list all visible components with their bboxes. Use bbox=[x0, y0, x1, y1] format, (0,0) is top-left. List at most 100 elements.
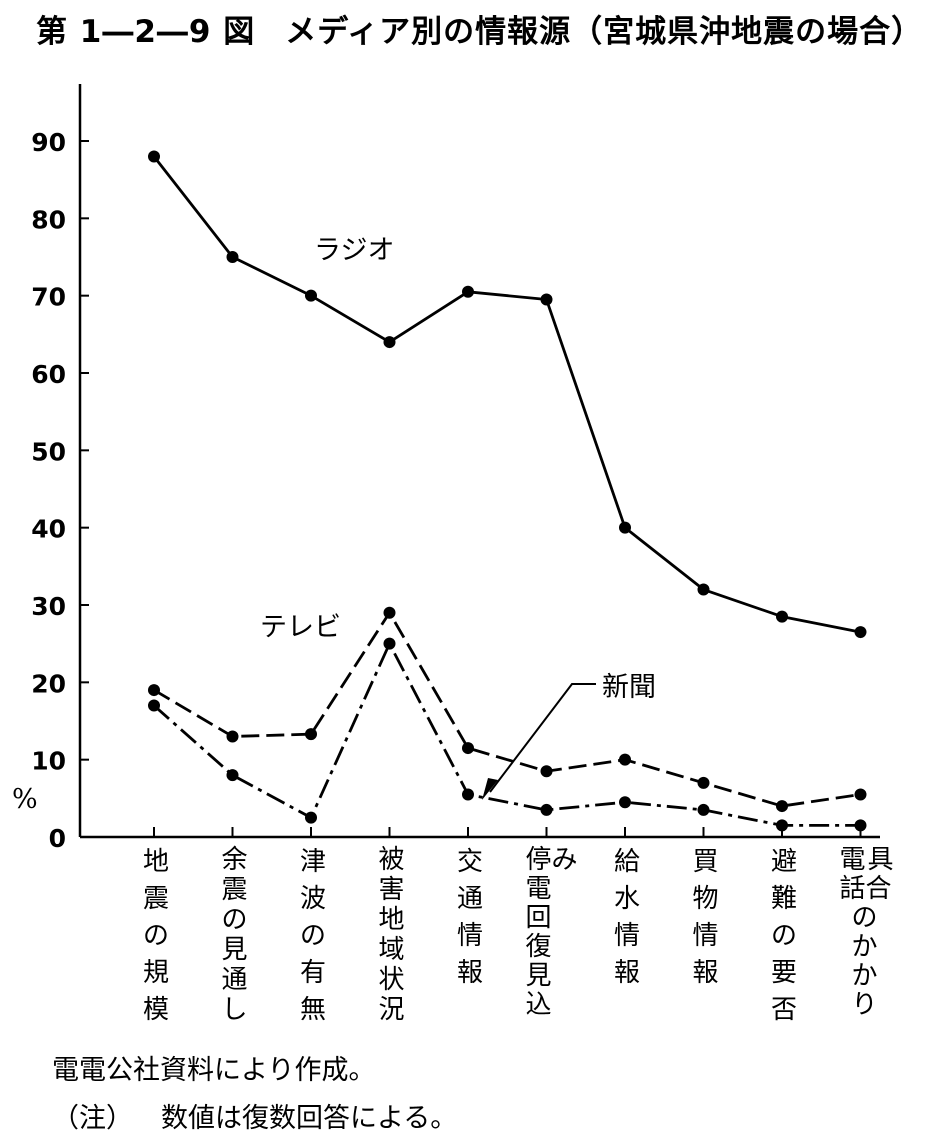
x-tick-label-char: 物 bbox=[692, 884, 718, 914]
data-point bbox=[854, 819, 867, 832]
x-tick-label-char: 電 bbox=[839, 845, 865, 875]
x-tick-label-char: 難 bbox=[771, 884, 797, 914]
x-tick-label-char: 報 bbox=[692, 958, 718, 988]
y-tick-label: 70 bbox=[31, 283, 66, 312]
x-tick-label-char: り bbox=[851, 990, 877, 1020]
x-tick-label-char: 報 bbox=[457, 958, 483, 988]
footnote: （注） 数値は復数回答による。 bbox=[52, 1096, 457, 1135]
data-point bbox=[540, 765, 553, 778]
y-tick-label: 40 bbox=[31, 515, 66, 544]
data-point bbox=[619, 521, 631, 534]
footnote-label: （注） bbox=[52, 1103, 133, 1134]
x-tick-label-char: 無 bbox=[300, 995, 326, 1025]
data-point bbox=[776, 819, 788, 832]
y-axis-label: % bbox=[12, 784, 38, 815]
data-point bbox=[462, 285, 474, 298]
data-point bbox=[776, 800, 788, 813]
chart-title: 第 1―2―9 図メディア別の情報源（宮城県沖地震の場合） bbox=[36, 6, 923, 51]
y-tick-label: 0 bbox=[49, 824, 66, 853]
y-tick-label: 90 bbox=[31, 128, 66, 157]
x-tick-label-char: 報 bbox=[614, 958, 640, 988]
data-point bbox=[383, 637, 396, 650]
x-tick-label-char: 停 bbox=[525, 845, 551, 875]
series-line bbox=[153, 642, 861, 827]
y-tick-label: 20 bbox=[31, 669, 66, 698]
y-tick-label: 30 bbox=[31, 592, 66, 621]
series-label: 新聞 bbox=[602, 672, 656, 703]
data-point bbox=[148, 699, 160, 712]
x-tick-label-char: 模 bbox=[143, 995, 169, 1025]
x-tick-label-char: 見 bbox=[221, 935, 247, 965]
data-point bbox=[305, 811, 317, 824]
x-tick-label-char: 地 bbox=[143, 847, 169, 877]
series-label: テレビ bbox=[260, 612, 341, 643]
x-tick-label-char: 回 bbox=[525, 903, 551, 933]
x-tick-label-char: 震 bbox=[221, 875, 247, 905]
data-point bbox=[854, 788, 867, 801]
x-tick-label-char: の bbox=[300, 921, 326, 951]
x-tick-label-char: 被 bbox=[378, 845, 404, 875]
x-tick-label-char: 合 bbox=[865, 874, 891, 904]
x-tick-label-char: 交 bbox=[457, 847, 483, 877]
data-point bbox=[462, 788, 474, 801]
series-line bbox=[153, 611, 861, 808]
footnote-text: 数値は復数回答による。 bbox=[161, 1103, 458, 1134]
data-point bbox=[697, 583, 710, 596]
data-point bbox=[776, 610, 788, 623]
data-point bbox=[540, 293, 553, 306]
figure-number: 第 1―2―9 図 bbox=[36, 14, 256, 50]
x-tick-label-char: 情 bbox=[692, 921, 718, 951]
x-tick-label-char: の bbox=[851, 903, 877, 933]
y-tick-label: 60 bbox=[31, 360, 66, 389]
x-tick-label-char: 情 bbox=[614, 921, 640, 951]
x-tick-label-char: 見 bbox=[525, 961, 551, 991]
data-point bbox=[383, 606, 396, 619]
x-tick-label-char: 要 bbox=[771, 958, 797, 988]
data-point bbox=[226, 769, 239, 782]
x-tick-label-char: 有 bbox=[300, 958, 326, 988]
y-tick-label: 80 bbox=[31, 205, 66, 234]
x-tick-label-char: 否 bbox=[771, 995, 797, 1025]
x-tick-label-char: 波 bbox=[300, 884, 326, 914]
x-tick-label-char: 給 bbox=[614, 847, 640, 877]
series-label: ラジオ bbox=[314, 235, 394, 266]
x-tick-label-char: 余 bbox=[221, 845, 247, 875]
x-tick-label-char: 買 bbox=[692, 847, 718, 877]
data-point bbox=[697, 803, 710, 816]
x-tick-label-char: 話 bbox=[839, 874, 865, 904]
annotation-leader bbox=[489, 683, 596, 793]
y-tick-label: 50 bbox=[31, 437, 66, 466]
data-point bbox=[148, 684, 160, 697]
x-tick-label-char: の bbox=[143, 921, 169, 951]
data-point bbox=[226, 251, 239, 263]
x-tick-label-char: 通 bbox=[221, 965, 247, 995]
source-note: 電電公社資料により作成。 bbox=[52, 1055, 376, 1086]
x-tick-label-char: 震 bbox=[143, 884, 169, 914]
x-tick-label-char: 水 bbox=[614, 884, 640, 914]
x-tick-label-char: み bbox=[551, 845, 577, 875]
data-point bbox=[697, 776, 710, 789]
data-point bbox=[540, 803, 553, 816]
data-point bbox=[383, 336, 396, 349]
series-line bbox=[152, 155, 861, 634]
x-tick-label-char: 通 bbox=[457, 884, 483, 914]
x-tick-label-char: か bbox=[851, 961, 877, 991]
x-tick-label-char: 況 bbox=[378, 995, 404, 1025]
x-tick-label-char: 害 bbox=[378, 875, 404, 905]
data-point bbox=[305, 728, 317, 741]
data-point bbox=[148, 150, 160, 163]
x-tick-label-char: 状 bbox=[378, 965, 404, 995]
x-tick-label-char: 避 bbox=[771, 847, 797, 877]
x-tick-label-char: 電 bbox=[525, 874, 551, 904]
annotation-arrowhead bbox=[482, 778, 498, 800]
x-tick-label-char: し bbox=[221, 995, 247, 1025]
data-point bbox=[619, 753, 631, 766]
data-point bbox=[619, 796, 631, 809]
